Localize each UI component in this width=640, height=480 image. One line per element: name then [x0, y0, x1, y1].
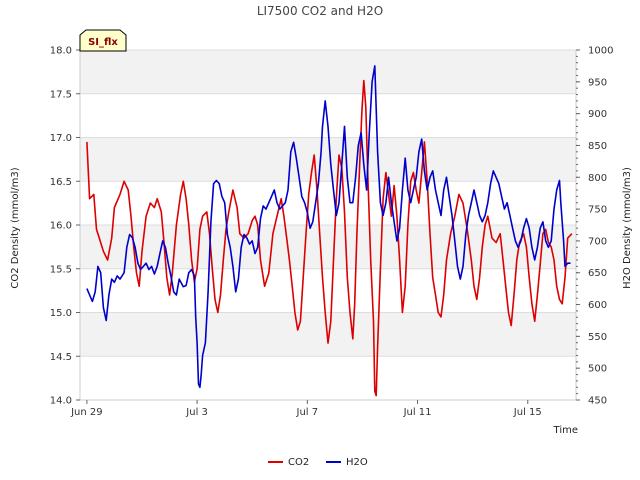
- legend-label-co2: CO2: [288, 457, 309, 468]
- x-tick-label-1: Jul 3: [185, 407, 208, 418]
- y2-tick-label-1: 500: [588, 364, 607, 375]
- chart-title: LI7500 CO2 and H2O: [257, 4, 383, 18]
- flag-badge: SI_flx: [79, 29, 127, 52]
- flag-badge-shape: [79, 29, 127, 52]
- band-4: [80, 50, 576, 94]
- x-tick-label-0: Jun 29: [70, 407, 103, 418]
- band-1: [80, 312, 576, 356]
- y-tick-label-0: 14.0: [50, 396, 72, 407]
- y-tick-label-2: 15.0: [50, 308, 72, 319]
- y2-tick-label-2: 550: [588, 332, 607, 343]
- y2-tick-label-7: 800: [588, 173, 607, 184]
- series-line-co2: [86, 79, 573, 397]
- series-layer: [86, 65, 573, 397]
- x-tick-label-2: Jul 7: [296, 407, 319, 418]
- y2-tick-label-6: 750: [588, 205, 607, 216]
- y2-ticks: 450 500 550 600 650 700 750 800 850 900 950 1000: [576, 46, 613, 407]
- y-tick-label-3: 15.5: [50, 264, 72, 275]
- x-tick-label-4: Jul 15: [513, 407, 542, 418]
- y-tick-label-4: 16.0: [50, 221, 72, 232]
- y2-tick-label-9: 900: [588, 109, 607, 120]
- y-tick-label-1: 14.5: [50, 352, 72, 363]
- x-axis-label: Time: [553, 425, 578, 436]
- y2-tick-label-10: 950: [588, 77, 607, 88]
- series-line-h2o: [86, 65, 571, 389]
- y-ticks: 14.0 14.5 15.0 15.5 16.0 16.5 17.0 17.5 18.0: [50, 46, 80, 407]
- y-tick-label-7: 17.5: [50, 89, 72, 100]
- band-3: [80, 137, 576, 181]
- y-tick-label-5: 16.5: [50, 177, 72, 188]
- y2-tick-label-0: 450: [588, 396, 607, 407]
- y2-tick-label-5: 700: [588, 236, 607, 247]
- y2-tick-label-3: 600: [588, 300, 607, 311]
- plot-area: [80, 50, 576, 356]
- y-axis-label: CO2 Density (mmol/m3): [10, 167, 21, 288]
- y2-tick-label-4: 650: [588, 268, 607, 279]
- x-tick-label-3: Jul 11: [403, 407, 432, 418]
- y-tick-label-8: 18.0: [50, 46, 72, 57]
- x-ticks: Jun 29 Jul 3 Jul 7 Jul 11 Jul 15: [70, 400, 542, 418]
- y2-axis-label: H2O Density (mmol/m3): [622, 167, 633, 289]
- legend: CO2 H2O: [268, 457, 368, 468]
- y-tick-label-6: 17.0: [50, 133, 72, 144]
- flag-badge-label: SI_flx: [88, 37, 118, 48]
- y2-tick-label-8: 850: [588, 141, 607, 152]
- legend-label-h2o: H2O: [346, 457, 368, 468]
- y2-tick-label-11: 1000: [588, 46, 613, 57]
